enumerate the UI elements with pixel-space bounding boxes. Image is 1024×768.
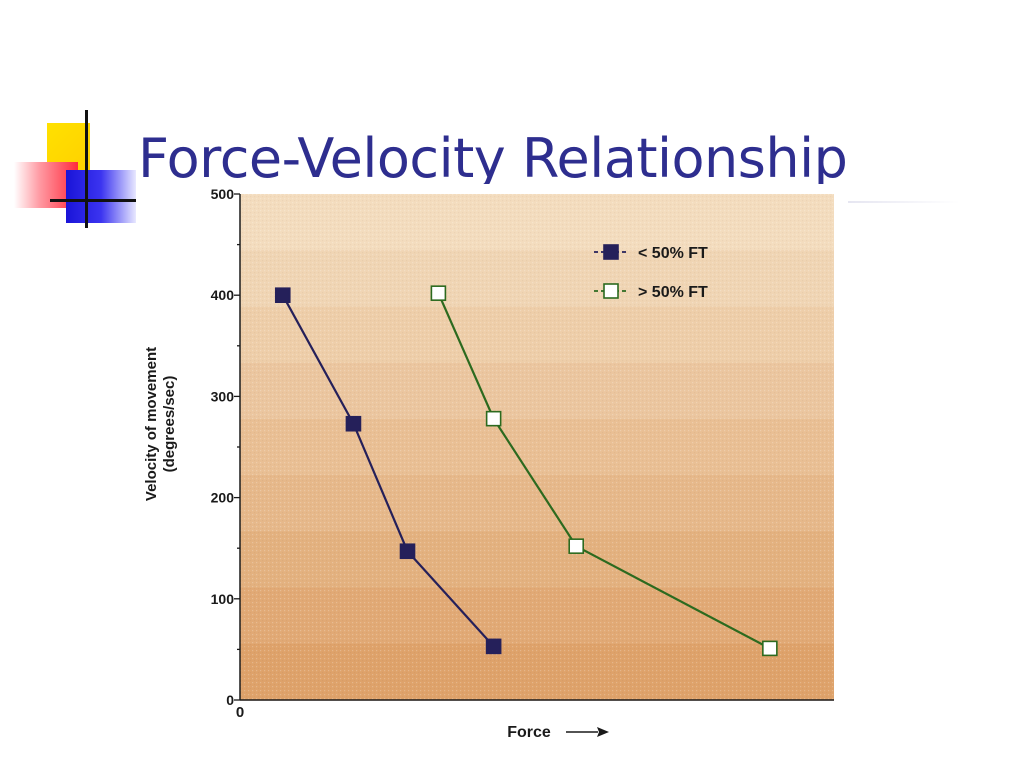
legend-label: > 50% FT — [638, 284, 708, 301]
deco-vertical-line — [85, 110, 88, 228]
data-point-series-2 — [430, 285, 447, 301]
data-point-series-2 — [568, 538, 585, 554]
y-tick-label: 200 — [211, 490, 235, 506]
force-velocity-chart: 0 100 200 300 400 500 0 Velocity of movement … — [136, 186, 848, 746]
legend-label: < 50% FT — [638, 245, 708, 262]
data-point-series-1 — [345, 415, 362, 432]
x-axis-title: Force — [507, 724, 609, 741]
x-origin-label: 0 — [236, 704, 244, 721]
data-point-series-1 — [485, 638, 502, 655]
deco-horizontal-line — [50, 199, 136, 202]
y-axis-label-line2: (degrees/sec) — [161, 376, 178, 473]
y-axis-label-line1: Velocity of movement — [143, 347, 160, 501]
series-line-2 — [437, 292, 771, 650]
series-layer — [274, 285, 778, 657]
x-axis-label: Force — [507, 724, 551, 741]
y-tick-label: 400 — [211, 287, 235, 303]
y-tick-label: 500 — [211, 186, 235, 202]
data-point-series-1 — [399, 543, 416, 560]
y-tick-label: 100 — [211, 591, 235, 607]
data-point-series-1 — [274, 287, 291, 303]
y-axis-title: Velocity of movement (degrees/sec) — [143, 347, 178, 501]
plot-texture — [240, 194, 834, 700]
y-axis-ticks: 0 100 200 300 400 500 — [211, 186, 240, 708]
legend-marker — [603, 283, 619, 299]
y-tick-label: 0 — [226, 692, 234, 708]
legend-marker — [603, 244, 619, 260]
y-tick-label: 300 — [211, 388, 235, 404]
series-line-1 — [281, 294, 495, 648]
chart-legend: < 50% FT > 50% FT — [594, 244, 708, 301]
title-rule — [840, 201, 960, 203]
slide-title: Force-Velocity Relationship — [138, 127, 848, 184]
data-point-series-2 — [485, 410, 502, 427]
deco-blue-square — [66, 170, 136, 223]
force-arrow-icon — [597, 727, 609, 737]
data-point-series-2 — [762, 640, 778, 657]
